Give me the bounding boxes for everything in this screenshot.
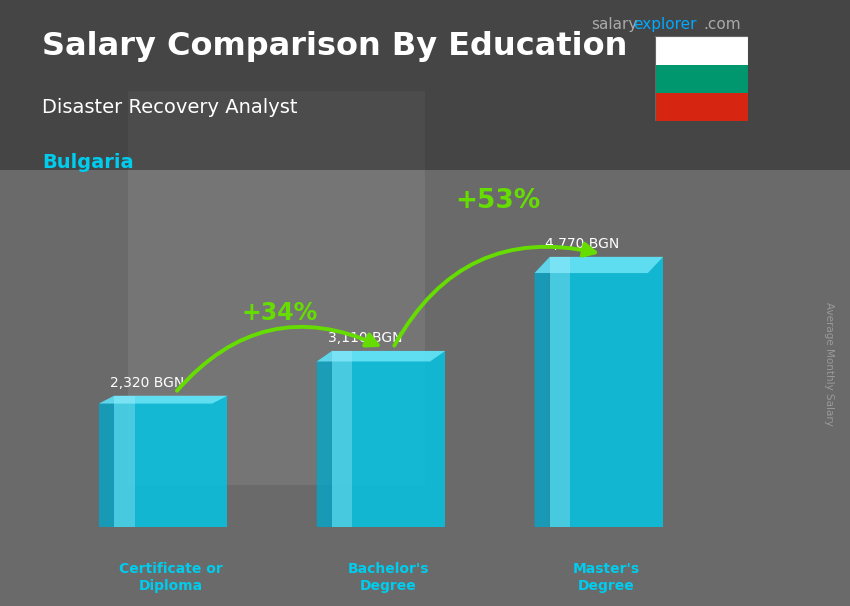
Bar [332,351,445,527]
Text: Master's
Degree: Master's Degree [573,562,640,593]
Text: Average Monthly Salary: Average Monthly Salary [824,302,834,425]
Bar [114,396,134,527]
Polygon shape [535,257,663,273]
Text: explorer: explorer [633,17,697,32]
Bar [654,93,748,121]
Text: +34%: +34% [241,301,318,325]
Bar [654,65,748,93]
Bar [114,396,228,527]
Text: Disaster Recovery Analyst: Disaster Recovery Analyst [42,98,298,118]
Text: 4,770 BGN: 4,770 BGN [546,237,620,251]
Text: Bulgaria: Bulgaria [42,153,134,171]
Text: +53%: +53% [455,188,540,214]
Text: Salary Comparison By Education: Salary Comparison By Education [42,30,628,62]
Text: 2,320 BGN: 2,320 BGN [110,376,184,390]
Polygon shape [535,257,550,527]
Text: 3,110 BGN: 3,110 BGN [327,331,402,345]
Bar [550,257,663,527]
Bar [550,257,570,527]
Bar [332,351,353,527]
Bar [128,91,425,485]
Polygon shape [99,396,228,404]
Polygon shape [99,396,114,527]
Polygon shape [317,351,332,527]
Bar [654,36,748,65]
Polygon shape [317,351,445,362]
Text: Certificate or
Diploma: Certificate or Diploma [119,562,223,593]
Text: .com: .com [704,17,741,32]
Text: Bachelor's
Degree: Bachelor's Degree [348,562,429,593]
Text: salary: salary [591,17,638,32]
